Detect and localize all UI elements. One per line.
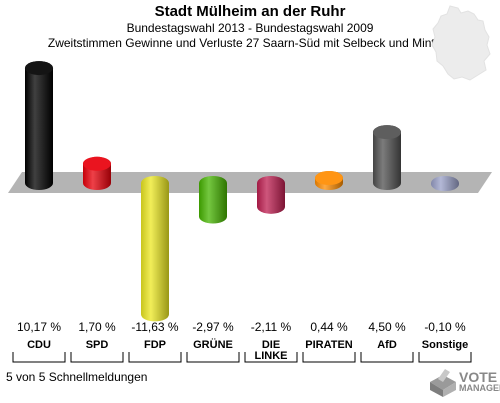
bar-afd (373, 125, 401, 190)
chart-subtitle: Bundestagswahl 2013 - Bundestagswahl 200… (126, 21, 374, 35)
category-bracket (302, 352, 356, 363)
footnote: 5 von 5 Schnellmeldungen (6, 370, 148, 384)
value-label: 4,50 % (368, 320, 406, 334)
zero-axis-band (8, 172, 492, 193)
category-label: LINKE (255, 350, 288, 362)
category-bracket (186, 352, 240, 363)
bar-spd (83, 156, 111, 190)
vote-manager-logo: VOTE MANAGER (427, 368, 500, 398)
category-label: DIE (262, 339, 280, 351)
bar-cdu (25, 61, 53, 190)
value-label: 1,70 % (78, 320, 116, 334)
bar-fdp (141, 176, 169, 322)
category-bracket (12, 352, 66, 363)
category-label: Sonstige (422, 339, 468, 351)
category-label: GRÜNE (193, 338, 233, 351)
category-label: SPD (86, 339, 109, 351)
chart-description: Zweitstimmen Gewinne und Verluste 27 Saa… (47, 36, 453, 50)
watermark-subtext: MANAGER (459, 383, 500, 393)
chart-title: Stadt Mülheim an der Ruhr (154, 3, 346, 20)
bar-grüne (199, 176, 227, 224)
category-label: FDP (144, 339, 166, 351)
value-label: -2,97 % (192, 320, 234, 334)
value-label: 0,44 % (310, 320, 348, 334)
bar-sonstige (431, 176, 459, 192)
category-bracket (244, 352, 298, 363)
category-bracket (128, 352, 182, 363)
watermark-text: VOTE (459, 369, 498, 385)
ballot-box-icon (430, 369, 456, 397)
category-bracket (70, 352, 124, 363)
category-label: CDU (27, 339, 51, 351)
value-label: -0,10 % (424, 320, 466, 334)
bar-die-linke (257, 176, 285, 214)
category-bracket (360, 352, 414, 363)
bar-piraten (315, 171, 343, 190)
category-label: PIRATEN (305, 339, 353, 351)
germany-map-icon (431, 5, 491, 81)
category-bracket (418, 352, 472, 363)
value-label: -2,11 % (251, 320, 292, 334)
category-label: AfD (377, 339, 397, 351)
value-label: -11,63 % (131, 320, 178, 334)
value-label: 10,17 % (17, 320, 61, 334)
